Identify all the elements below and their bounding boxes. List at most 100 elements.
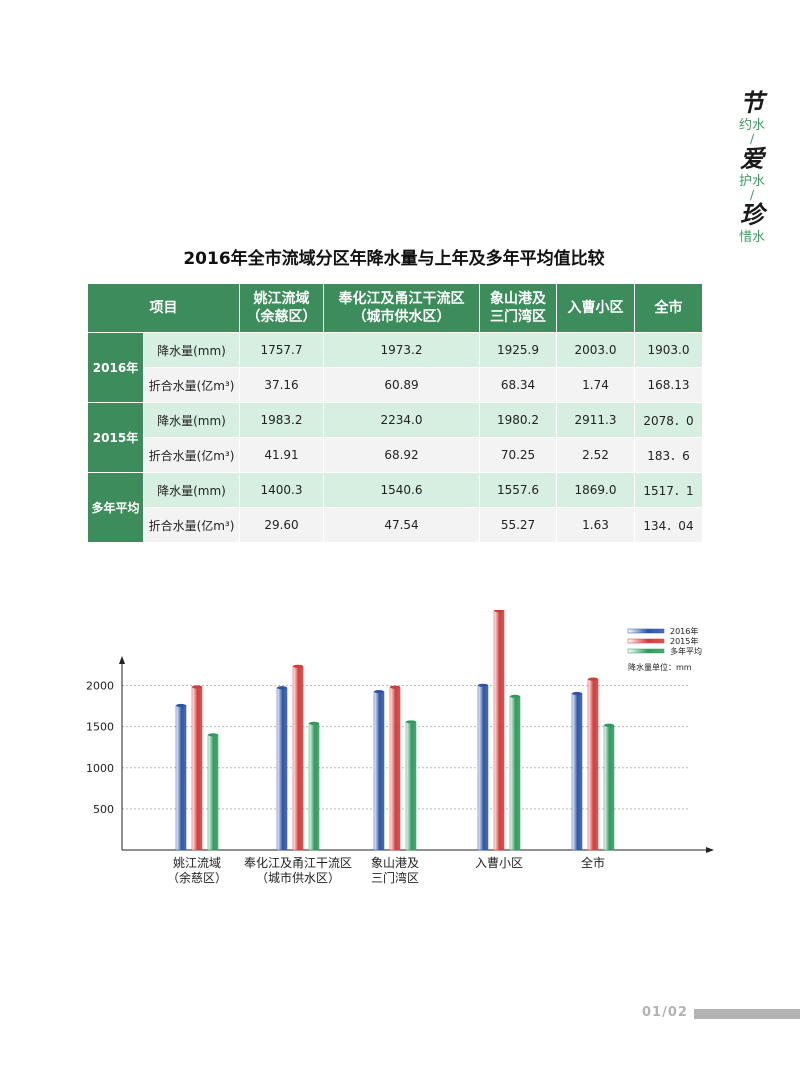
bar [509,696,521,851]
value-cell: 37.16 [239,367,324,403]
x-tick-label: 全市 [581,855,605,870]
value-cell: 1903.0 [634,332,703,368]
legend-label: 多年平均 [670,646,702,656]
bar [477,685,489,851]
x-tick-label: 入曹小区 [475,856,523,870]
y-tick-label: 1000 [86,762,114,775]
metric-cell: 降水量(mm) [143,402,240,438]
slogan-char-3: 珍 [740,200,764,229]
bar-cap [309,721,319,725]
metric-cell: 折合水量(亿m³) [143,437,240,473]
slogan-char-1: 节 [740,88,764,117]
slogan-divider: / [749,132,755,146]
value-cell: 41.91 [239,437,324,473]
bar-cap [176,703,186,708]
x-tick-label: （余慈区） [167,870,227,885]
bar-cap [510,694,520,698]
header-city: 全市 [634,283,703,333]
bar [175,705,187,851]
value-cell: 47.54 [323,507,480,543]
page-bar [694,1009,800,1019]
value-cell: 2.52 [556,437,635,473]
bar-cap [390,685,400,689]
value-cell: 168.13 [634,367,703,403]
bar-cap [208,733,218,737]
bar [373,691,385,851]
header-line: 象山港及 [490,291,546,307]
value-cell: 70.25 [479,437,557,473]
table-title: 2016年全市流域分区年降水量与上年及多年平均值比较 [183,249,605,269]
value-cell: 1757.7 [239,332,324,368]
value-cell: 55.27 [479,507,557,543]
header-line: 奉化江及甬江干流区 [338,291,465,307]
value-cell: 1.74 [556,367,635,403]
value-cell: 1973.2 [323,332,480,368]
metric-cell: 降水量(mm) [143,472,240,508]
bar [191,686,203,851]
legend-label: 2015年 [670,636,698,646]
page-number: 01/02 [642,1005,688,1020]
bar [207,734,219,851]
side-slogan: 节 约水 / 爱 护水 / 珍 惜水 [732,88,772,246]
slogan-phrase-2: 护水 [738,174,765,189]
bar-cap [293,664,303,668]
x-tick-label: 三门湾区 [371,870,419,885]
x-tick-label: 象山港及 [371,856,419,870]
x-axis-arrow [706,847,714,853]
slogan-phrase-1: 约水 [738,118,765,133]
value-cell: 2234.0 [323,402,480,438]
value-cell: 2078．0 [634,402,703,438]
bar [587,678,599,851]
bar [389,686,401,851]
value-cell: 60.89 [323,367,480,403]
header-line: （城市供水区） [352,309,451,325]
value-cell: 1517．1 [634,472,703,508]
header-line: 三门湾区 [490,309,546,325]
y-tick-label: 500 [93,803,114,816]
value-cell: 1557.6 [479,472,557,508]
header-xiangshan: 象山港及 三门湾区 [479,283,557,333]
bar [292,666,304,851]
bar-cap [277,686,287,690]
header-line: （余慈区） [246,309,317,325]
bar [603,725,615,851]
metric-cell: 折合水量(亿m³) [143,507,240,543]
value-cell: 183．6 [634,437,703,473]
value-cell: 1400.3 [239,472,324,508]
value-cell: 134．04 [634,507,703,543]
slogan-divider: / [749,188,755,202]
legend-label: 2016年 [670,626,698,636]
value-cell: 1540.6 [323,472,480,508]
unit-note: 降水量单位：mm [628,662,692,672]
legend-swatch [627,638,665,644]
metric-cell: 降水量(mm) [143,332,240,368]
bar-cap [192,685,202,689]
bar-cap [406,720,416,724]
header-item: 项目 [87,283,240,333]
bar [405,721,417,851]
bar [493,610,505,851]
bar-cap [478,683,488,687]
bar [276,687,288,851]
bar-cap [494,610,504,613]
bar-cap [374,690,384,694]
value-cell: 29.60 [239,507,324,543]
header-rucao: 入曹小区 [556,283,635,333]
x-tick-label: （城市供水区） [256,870,340,885]
header-fenghua: 奉化江及甬江干流区 （城市供水区） [323,283,480,333]
value-cell: 1925.9 [479,332,557,368]
slogan-char-2: 爱 [740,144,764,173]
table-row: 折合水量(亿m³) 29.60 47.54 55.27 1.63 134．04 [88,507,703,543]
table-row: 多年平均 降水量(mm) 1400.3 1540.6 1557.6 1869.0… [87,472,703,543]
value-cell: 1869.0 [556,472,635,508]
bar-cap [588,677,598,681]
x-tick-label: 奉化江及甬江干流区 [244,856,352,870]
precipitation-table: 项目 姚江流域 （余慈区） 奉化江及甬江干流区 （城市供水区） 象山港及 三门湾… [87,283,703,543]
value-cell: 2911.3 [556,402,635,438]
bar-cap [604,723,614,727]
legend-swatch [627,648,665,654]
y-axis-arrow [119,656,125,664]
table-header-row: 项目 姚江流域 （余慈区） 奉化江及甬江干流区 （城市供水区） 象山港及 三门湾… [87,283,703,333]
y-tick-label: 2000 [86,680,114,693]
header-yaojiang: 姚江流域 （余慈区） [239,283,324,333]
